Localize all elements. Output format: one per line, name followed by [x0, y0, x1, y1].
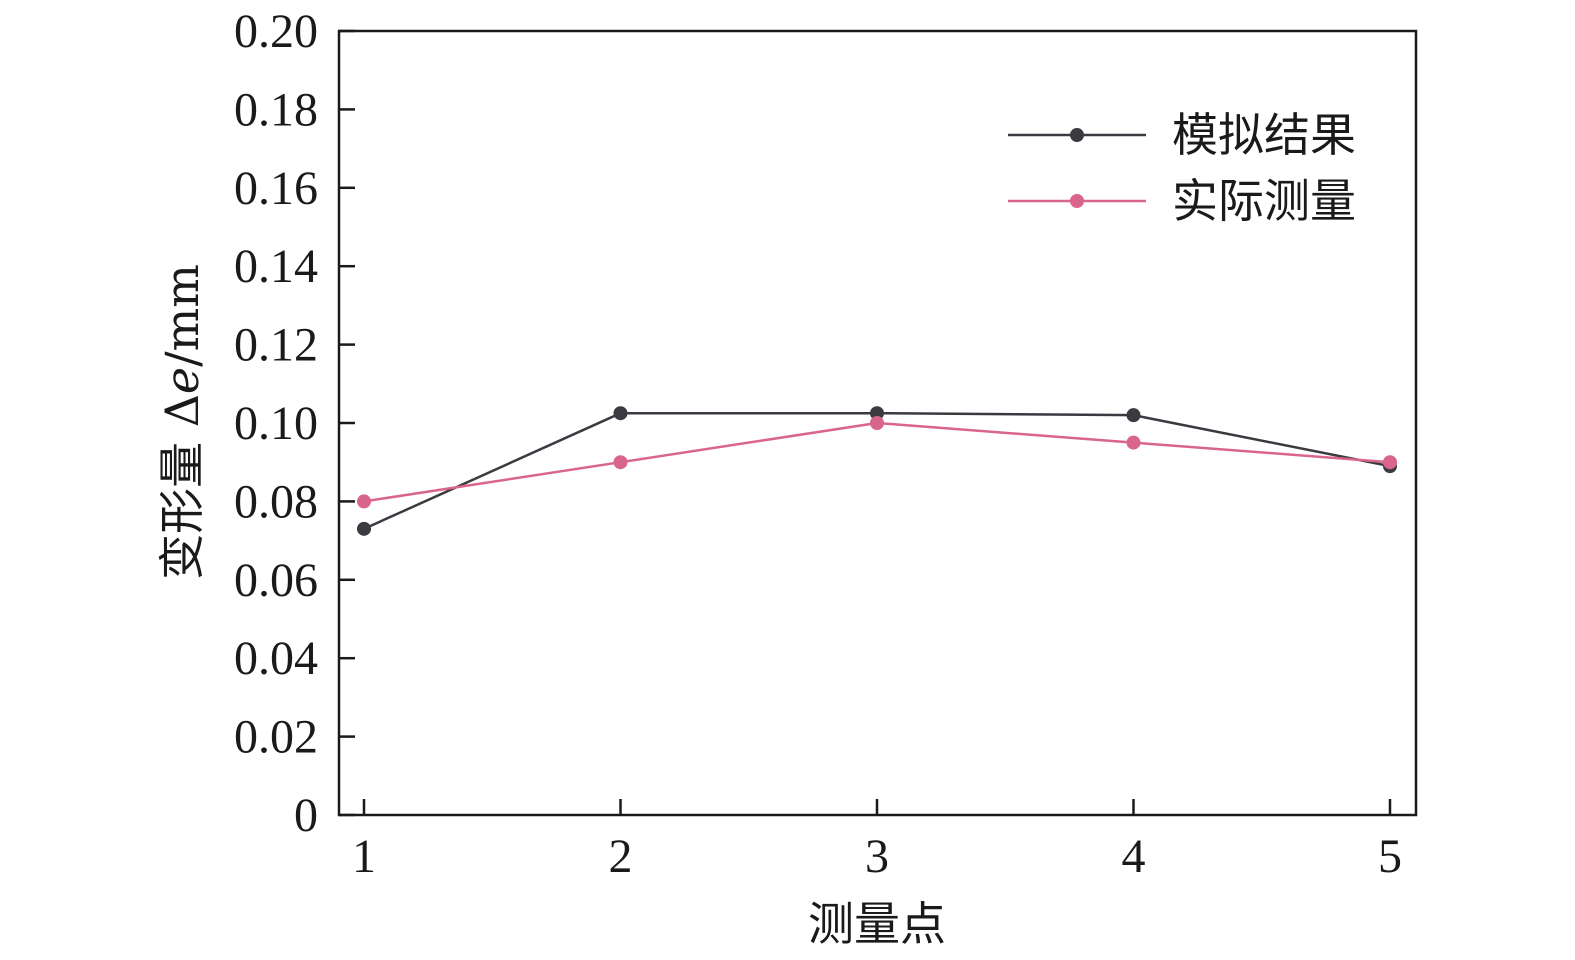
legend-marker	[1070, 128, 1084, 142]
legend-label: 实际测量	[1172, 174, 1356, 228]
y-tick-label: 0.02	[234, 711, 318, 764]
y-tick-label: 0.14	[234, 240, 318, 293]
y-tick-label: 0.18	[234, 83, 318, 136]
y-tick-label: 0.20	[234, 5, 318, 58]
data-point	[1126, 408, 1141, 423]
legend-item-2: 实际测量	[1008, 174, 1356, 228]
data-point	[613, 455, 628, 470]
x-tick-label: 2	[609, 830, 633, 883]
y-tick-label: 0.08	[234, 475, 318, 528]
series-2	[357, 416, 1397, 509]
data-point	[357, 521, 371, 536]
legend-marker	[1070, 194, 1084, 208]
y-tick-label: 0.06	[234, 554, 318, 607]
x-tick-label: 4	[1122, 830, 1146, 883]
data-point	[870, 416, 884, 430]
series-lines	[357, 406, 1397, 536]
y-tick-label: 0.10	[234, 397, 318, 450]
data-point	[357, 494, 371, 509]
series-line	[363, 411, 1391, 530]
data-point	[1126, 435, 1141, 450]
data-point	[1383, 455, 1397, 470]
legend-item-1: 模拟结果	[1008, 108, 1356, 162]
legend-label: 模拟结果	[1172, 108, 1356, 162]
y-tick-label: 0.04	[234, 632, 318, 685]
y-tick-label: 0.12	[234, 319, 318, 372]
y-tick-label: 0	[294, 789, 318, 842]
y-axis-title-prefix: 变形量 Δ	[155, 394, 209, 580]
y-axis-ticks: 0 0.02 0.04 0.06 0.08 0.10 0.12 0.14 0.16 0.18 0.2…	[234, 5, 355, 842]
x-tick-label: 3	[865, 830, 889, 883]
data-point	[613, 406, 628, 421]
data-point	[870, 406, 884, 421]
x-axis-title: 测量点	[808, 897, 946, 951]
y-axis-title: 变形量 Δe/mm	[155, 264, 209, 580]
y-tick-label: 0.16	[234, 162, 318, 215]
x-tick-label: 5	[1378, 830, 1402, 883]
x-axis-ticks: 1 2 3 4 5	[352, 799, 1402, 883]
series-1	[357, 406, 1397, 536]
x-tick-label: 1	[352, 830, 376, 883]
y-axis-title-variable: e	[155, 367, 209, 394]
y-axis-title-unit: /mm	[155, 264, 209, 367]
